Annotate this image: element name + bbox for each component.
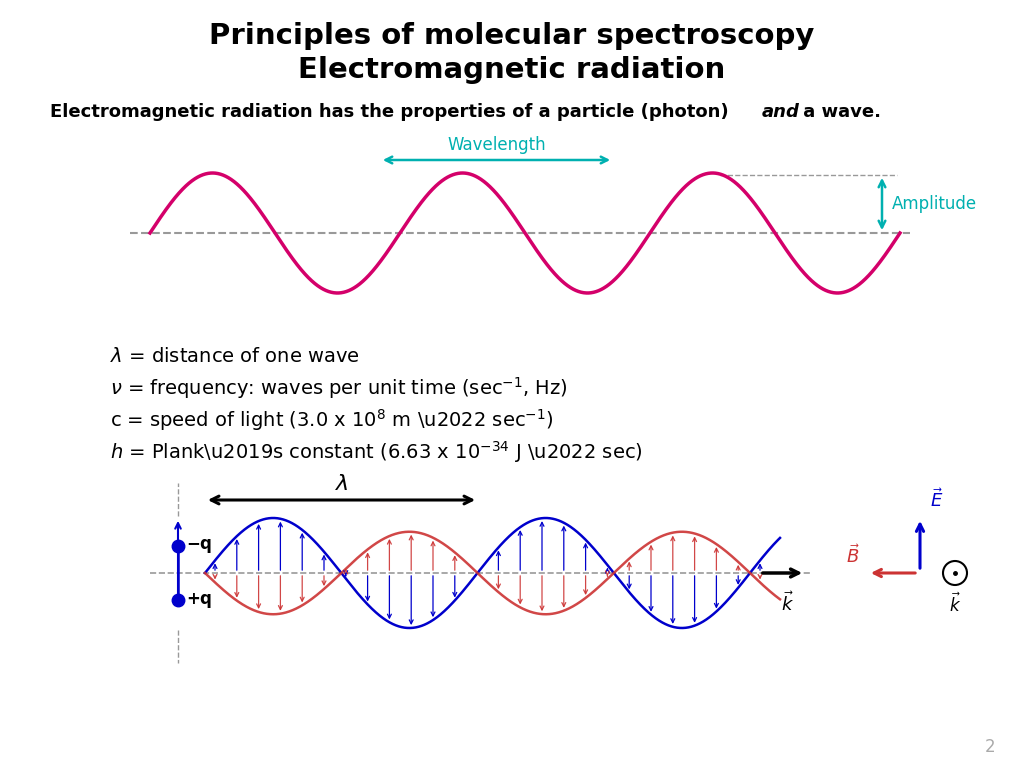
Text: $\nu$ = frequency: waves per unit time (sec$^{-1}$, Hz): $\nu$ = frequency: waves per unit time (… — [110, 375, 568, 401]
Text: $\vec{k}$: $\vec{k}$ — [949, 593, 962, 617]
Text: c = speed of light (3.0 x 10$^{8}$ m \u2022 sec$^{-1}$): c = speed of light (3.0 x 10$^{8}$ m \u2… — [110, 407, 554, 433]
Text: Principles of molecular spectroscopy: Principles of molecular spectroscopy — [209, 22, 815, 50]
Text: and: and — [762, 103, 800, 121]
Text: $\lambda$ = distance of one wave: $\lambda$ = distance of one wave — [110, 346, 359, 366]
Text: $\vec{B}$: $\vec{B}$ — [846, 545, 860, 567]
Text: $\vec{E}$: $\vec{E}$ — [930, 488, 943, 511]
Text: Amplitude: Amplitude — [892, 195, 977, 213]
Text: $\vec{k}$: $\vec{k}$ — [781, 591, 794, 615]
Text: a wave.: a wave. — [797, 103, 881, 121]
Text: Electromagnetic radiation has the properties of a particle (photon): Electromagnetic radiation has the proper… — [50, 103, 735, 121]
Text: 2: 2 — [984, 738, 995, 756]
Text: Wavelength: Wavelength — [447, 136, 546, 154]
Text: $\mathbf{+q}$: $\mathbf{+q}$ — [186, 591, 212, 610]
Text: $\mathbf{-q}$: $\mathbf{-q}$ — [186, 537, 212, 555]
Text: Electromagnetic radiation: Electromagnetic radiation — [298, 56, 726, 84]
Text: $h$ = Plank\u2019s constant (6.63 x 10$^{-34}$ J \u2022 sec): $h$ = Plank\u2019s constant (6.63 x 10$^… — [110, 439, 643, 465]
Text: $\lambda$: $\lambda$ — [335, 474, 348, 494]
